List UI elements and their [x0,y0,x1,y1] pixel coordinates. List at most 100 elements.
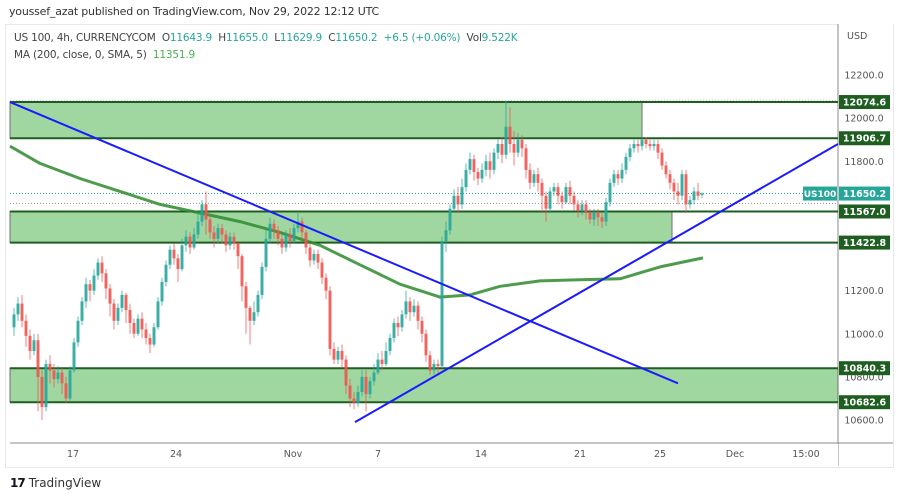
candle-body [268,223,272,239]
time-axis[interactable] [10,444,838,466]
candle-body [208,219,212,233]
candle-body [224,234,228,246]
candle-body [444,230,448,242]
time-tick-label: 24 [170,449,182,460]
candle-body [428,355,432,371]
candle-body [412,305,416,313]
candle-body [376,359,380,373]
candle-body [664,165,668,175]
candle-body [588,213,592,220]
level-price-badge [839,361,890,376]
candle-body [68,370,72,399]
candle-body [328,290,332,349]
candle-body [696,191,700,196]
candle-body [228,236,232,246]
candle-body [80,301,84,321]
support-zone[interactable] [9,367,839,403]
candle-body [172,249,176,259]
candle-body [372,372,376,382]
resistance-zone[interactable] [9,101,643,139]
candle-body [656,144,660,153]
candle-body [324,277,328,291]
candle-body [432,363,436,371]
candle-body [300,221,304,233]
candle-body [320,262,324,278]
price-tick-label: 12000.0 [844,114,883,125]
candle-body [288,234,292,242]
ma-indicator-label[interactable]: MA (200, close, 0, SMA, 5) [14,49,147,61]
candle-body [596,213,600,218]
time-tick-label: Nov [284,449,303,460]
symbol-badge-text: US100 [804,190,837,200]
candle-body [260,266,264,295]
symbol-badge[interactable] [803,186,837,201]
candle-body [644,139,648,145]
level-price-badge [839,131,890,146]
price-tick-label: 11800.0 [844,157,883,168]
tradingview-logo[interactable]: 17 TradingView [10,476,101,490]
candle-body [420,320,424,334]
candle-body [352,398,356,403]
candle-body [248,307,252,321]
candle-body [360,376,364,392]
candle-body [464,169,468,188]
candle-body [296,221,300,229]
candle-body [180,245,184,270]
candle-body [164,264,168,283]
candle-body [648,144,652,147]
candle-body [12,314,16,328]
candle-body [184,236,188,246]
ma-200-line[interactable] [9,144,704,299]
candle-body [304,232,308,248]
candle-body [504,126,508,155]
candle-body [448,208,452,231]
candle-body [468,159,472,170]
candle-body [128,310,132,323]
candle-body [124,294,128,311]
candle-body [84,284,88,302]
candle-body [384,351,388,364]
candle-body [460,187,464,205]
candle-body [536,174,540,183]
low-value: 11629.9 [279,32,322,44]
candle-body [604,202,608,222]
candle-body [452,195,456,209]
candle-body [528,169,532,183]
candle-body [640,139,644,147]
level-price-text: 11422.8 [843,238,887,249]
candle-body [24,320,28,336]
candle-body [120,294,124,308]
candle-body [368,381,372,395]
open-value: 11643.9 [169,32,212,44]
candle-body [416,305,420,321]
candle-body [676,191,680,196]
candle-body [512,144,516,153]
symbol-info[interactable]: US 100, 4h, CURRENCYCOM [14,32,156,44]
time-tick-label: 14 [475,449,487,460]
ascending-trendline[interactable] [354,143,839,424]
candle-body [220,228,224,235]
descending-trendline[interactable] [9,101,679,385]
candle-body [312,253,316,261]
level-price-badge [839,235,890,250]
candle-body [548,191,552,209]
price-tick-label: 11200.0 [844,286,883,297]
candle-body [688,200,692,205]
candle-body [572,195,576,205]
candle-body [424,333,428,356]
candle-body [152,327,156,345]
level-price-badge [839,395,890,410]
candle-body [240,256,244,287]
candle-body [408,301,412,313]
candle-body [340,351,344,360]
candle-body [136,318,140,334]
candle-body [200,204,204,222]
candle-body [476,172,480,179]
candle-body [236,243,240,257]
mid-zone[interactable] [9,210,673,244]
publish-info: youssef_azat published on TradingView.co… [9,5,379,18]
candle-body [544,195,548,209]
candle-body [500,144,504,155]
candle-body [204,204,208,220]
